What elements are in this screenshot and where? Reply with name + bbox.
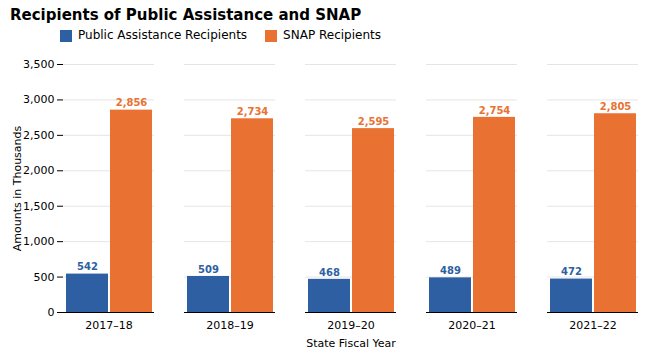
svg-text:500: 500	[34, 271, 55, 284]
svg-text:2018–19: 2018–19	[206, 319, 254, 332]
svg-text:2021–22: 2021–22	[569, 319, 617, 332]
svg-text:472: 472	[561, 266, 582, 277]
svg-text:2017–18: 2017–18	[85, 319, 133, 332]
svg-text:2,595: 2,595	[358, 116, 390, 127]
svg-text:2,000: 2,000	[23, 164, 55, 177]
svg-text:509: 509	[198, 264, 219, 275]
svg-text:489: 489	[440, 265, 461, 276]
svg-text:1,500: 1,500	[23, 200, 55, 213]
svg-text:3,500: 3,500	[23, 58, 55, 71]
svg-text:1,000: 1,000	[23, 235, 55, 248]
svg-text:2,734: 2,734	[237, 106, 269, 117]
svg-text:3,000: 3,000	[23, 93, 55, 106]
svg-text:2,856: 2,856	[116, 97, 148, 108]
html-text:SNAP Recipients: SNAP Recipients	[283, 28, 381, 42]
svg-text:State Fiscal Year: State Fiscal Year	[306, 337, 396, 350]
svg-text:Amounts in Thousands: Amounts in Thousands	[11, 125, 24, 251]
svg-text:542: 542	[77, 261, 98, 272]
svg-text:2,754: 2,754	[479, 105, 511, 116]
svg-text:2020–21: 2020–21	[448, 319, 496, 332]
svg-text:2019–20: 2019–20	[327, 319, 375, 332]
html-text:Recipients of Public Assistanc: Recipients of Public Assistance and SNAP	[10, 6, 362, 24]
html-text:Public Assistance Recipients: Public Assistance Recipients	[78, 28, 248, 42]
svg-text:0: 0	[48, 306, 55, 319]
svg-text:2,500: 2,500	[23, 129, 55, 142]
svg-text:468: 468	[319, 267, 340, 278]
svg-text:2,805: 2,805	[600, 101, 632, 112]
